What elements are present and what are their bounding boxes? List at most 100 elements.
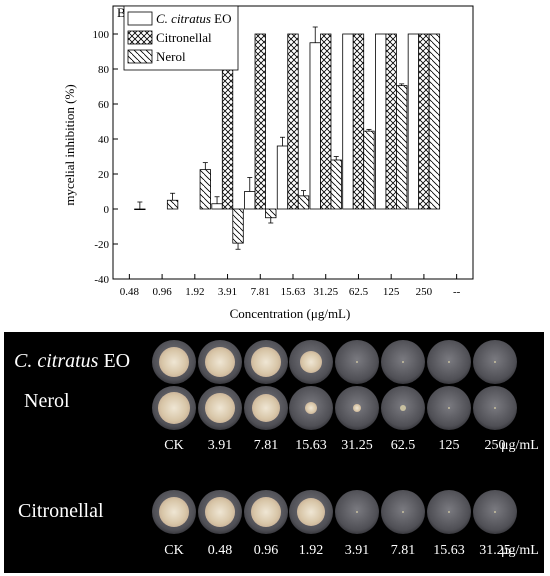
- concentration-label: 7.81: [390, 543, 416, 558]
- bar-nerol: [199, 169, 211, 210]
- fungal-colony: [252, 394, 280, 422]
- x-tick-label: --: [453, 286, 461, 298]
- petri-dish: [381, 490, 425, 534]
- fungal-colony: [251, 347, 281, 377]
- bar-citronellal: [320, 33, 332, 210]
- petri-dish: [473, 490, 517, 534]
- concentration-label: 125: [438, 438, 460, 453]
- bar-chart: -40 -20 0 20 40 60 80 100 0.48 0.96 1.92 3.91 7.81 1…: [62, 5, 474, 321]
- x-tick-label: 3.91: [218, 286, 237, 298]
- fungal-colony: [205, 497, 235, 527]
- petri-dish: [244, 490, 288, 534]
- concentration-label: CK: [164, 543, 184, 558]
- petri-dish: [335, 386, 379, 430]
- concentration-label: 0.48: [207, 543, 233, 558]
- concentration-label: 0.96: [253, 543, 279, 558]
- legend-swatch-nerol: [127, 49, 153, 64]
- fungal-colony: [205, 393, 235, 423]
- fungal-colony: [494, 407, 496, 409]
- panel-label: B: [117, 5, 126, 20]
- x-tick-label: 7.81: [251, 286, 270, 298]
- petri-dish: [473, 340, 517, 384]
- y-tick-label: -20: [94, 239, 109, 251]
- legend-label-ceo: C. citratus EO: [156, 11, 232, 26]
- legend-label-nerol: Nerol: [156, 49, 186, 64]
- petri-dish: [289, 386, 333, 430]
- fungal-colony: [251, 497, 281, 527]
- fungal-colony: [356, 511, 358, 513]
- concentration-label: 3.91: [344, 543, 370, 558]
- bar-series: [134, 33, 441, 244]
- concentration-label: 15.63: [433, 543, 465, 558]
- petri-dish: [473, 386, 517, 430]
- bar-nerol: [396, 85, 408, 210]
- bar-citronellal: [352, 33, 365, 210]
- y-tick-label: 40: [98, 134, 110, 146]
- fungal-colony: [159, 497, 189, 527]
- legend-swatch-citronellal: [127, 30, 153, 45]
- row-label-nerol: Nerol: [24, 390, 70, 412]
- concentration-label: CK: [164, 438, 184, 453]
- x-axis-label: Concentration (μg/mL): [230, 306, 351, 321]
- petri-dish: [198, 386, 242, 430]
- bar-nerol: [134, 208, 146, 211]
- concentration-label: 3.91: [207, 438, 233, 453]
- bar-nerol: [330, 159, 342, 210]
- petri-dish: [427, 340, 471, 384]
- fungal-colony: [205, 347, 235, 377]
- petri-dish: [198, 340, 242, 384]
- bar-c-citratus-eo: [375, 33, 387, 210]
- x-tick-label: 15.63: [281, 286, 306, 298]
- y-tick-label: -40: [94, 274, 109, 286]
- fungal-colony: [494, 361, 496, 363]
- petri-dish: [381, 386, 425, 430]
- bar-c-citratus-eo: [342, 33, 354, 210]
- petri-dish: [289, 340, 333, 384]
- x-tick-label: 0.48: [120, 286, 140, 298]
- petri-dish: [427, 386, 471, 430]
- concentration-label: 62.5: [390, 438, 416, 453]
- bar-nerol: [166, 199, 179, 210]
- bar-citronellal: [254, 33, 266, 210]
- bar-nerol: [363, 130, 375, 210]
- petri-dish-photo: C. citratus EO Nerol Citronellal CK 3.91 7…: [4, 332, 544, 573]
- fungal-colony: [402, 511, 404, 513]
- x-tick-label: 125: [383, 286, 400, 298]
- unit-label-top: μg/mL: [501, 438, 539, 453]
- y-axis-label: mycelial inhibition (%): [62, 84, 77, 205]
- unit-label-bottom: μg/mL: [501, 543, 539, 558]
- y-axis: -40 -20 0 20 40 60 80 100: [93, 29, 118, 286]
- petri-dish: [335, 490, 379, 534]
- error-bars: [137, 26, 405, 250]
- bar-c-citratus-eo: [244, 191, 256, 210]
- concentration-label: 15.63: [295, 438, 327, 453]
- petri-dish: [244, 340, 288, 384]
- y-tick-label: 60: [98, 99, 110, 111]
- y-tick-label: 0: [104, 204, 110, 216]
- petri-dish: [152, 340, 196, 384]
- x-tick-label: 0.96: [152, 286, 172, 298]
- y-tick-label: 80: [98, 64, 110, 76]
- bar-nerol: [428, 33, 441, 210]
- petri-dish: [289, 490, 333, 534]
- fungal-colony: [305, 402, 317, 414]
- y-tick-label: 20: [98, 169, 110, 181]
- legend: C. citratus EO Citronellal Nerol: [123, 5, 239, 71]
- concentration-label: 1.92: [298, 543, 324, 558]
- legend-swatch-ceo: [127, 11, 153, 26]
- bar-citronellal: [385, 33, 397, 210]
- fungal-colony: [159, 347, 189, 377]
- petri-dish: [335, 340, 379, 384]
- fungal-colony: [494, 511, 496, 513]
- concentration-label: 7.81: [253, 438, 279, 453]
- bar-nerol: [297, 195, 310, 210]
- fungal-colony: [356, 361, 358, 363]
- fungal-colony: [353, 404, 361, 412]
- fungal-colony: [297, 498, 325, 526]
- petri-dish: [152, 386, 196, 430]
- bar-nerol: [232, 208, 244, 244]
- x-tick-label: 1.92: [185, 286, 204, 298]
- row-label-citronellal: Citronellal: [18, 500, 104, 522]
- x-tick-label: 250: [416, 286, 433, 298]
- y-tick-label: 100: [93, 29, 110, 41]
